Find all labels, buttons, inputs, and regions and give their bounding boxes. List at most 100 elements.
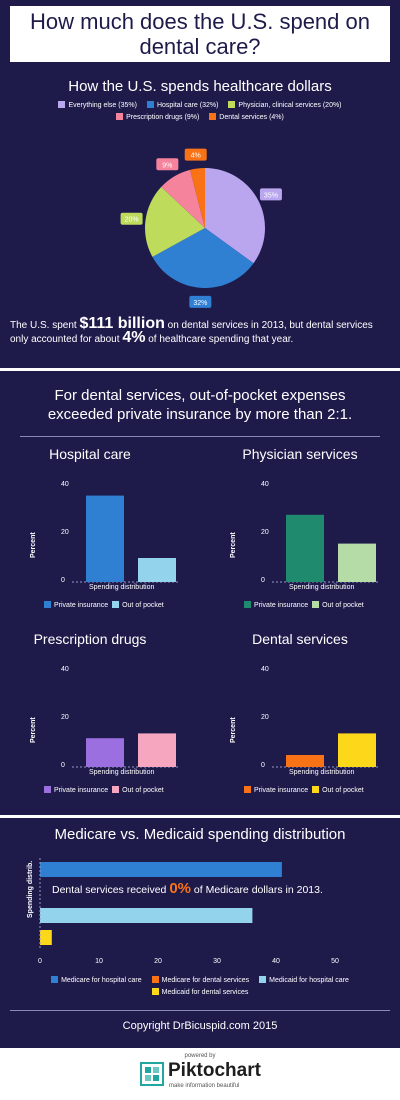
legend-item: Hospital care (32%) [146,100,218,112]
pie-data-label: 9% [156,158,179,171]
section-divider [0,815,400,818]
legend-swatch [58,101,66,108]
x-axis-label: Spending distribution [89,769,155,776]
paragraph-text: The U.S. spent [10,320,80,331]
paragraph-text: on dental services in 2013, but dental s… [10,320,373,345]
legend-swatch [151,976,159,983]
x-tick-label: 50 [331,958,339,965]
legend-item: Medicaid for dental services [151,987,249,999]
spending-amount: $111 billion [79,315,165,332]
legend-label: Private insurance [54,787,109,794]
legend-item: Out of pocket [112,601,164,609]
legend-swatch [44,601,51,608]
legend-item: Out of pocket [112,786,164,794]
x-tick-label: 30 [213,958,221,965]
x-tick-label: 10 [95,958,103,965]
y-tick-label: 0 [61,762,65,769]
y-tick-label: 40 [261,481,269,488]
legend-label: Out of pocket [322,787,364,794]
legend-item: Medicare for dental services [151,975,249,987]
svg-text:32%: 32% [193,300,207,307]
legend-label: Medicare for hospital care [61,977,142,984]
legend-swatch [228,101,236,108]
legend-swatch [112,786,120,793]
pie-data-label: 4% [184,148,207,161]
svg-text:20%: 20% [125,217,139,224]
y-axis-label: Percent [230,717,237,743]
bar [86,738,124,767]
powered-by: powered by [184,1053,216,1059]
y-tick-label: 40 [261,666,269,673]
legend-item: Out of pocket [312,786,364,794]
paragraph-text: of healthcare spending that year. [145,333,294,345]
note-text: of Medicare dollars in 2013. [191,884,323,896]
y-axis-label: Percent [30,532,37,558]
piktochart-logo-icon [140,1062,164,1086]
medicare-medicaid-legend: Medicare for hospital care Medicare for d… [20,975,380,999]
brand-name: Piktochart [168,1060,261,1081]
pie-slice [145,186,205,257]
note-value: 0% [169,880,191,897]
bar [138,733,176,767]
y-tick-label: 20 [61,714,69,721]
legend-swatch [244,786,251,793]
legend-swatch [259,976,267,983]
brand-tagline: make information beautiful [169,1083,240,1089]
legend-label: Everything else (35%) [68,102,137,109]
pie-legend: Everything else (35%) Hospital care (32%)… [20,100,380,124]
bar [286,755,324,767]
y-tick-label: 20 [61,529,69,536]
legend-label: Prescription drugs (9%) [126,114,200,121]
h-bar [40,930,52,945]
x-tick-label: 20 [154,958,162,965]
legend-swatch [116,113,124,120]
legend-item: Dental services (4%) [209,112,284,124]
legend-swatch [44,786,51,793]
y-tick-label: 0 [261,577,265,584]
legend-label: Physician, clinical services (20%) [238,102,342,109]
legend-label: Private insurance [254,602,309,609]
panel-title: Physician services [242,446,358,462]
y-axis-label: Percent [30,717,37,743]
pie-slice [161,169,205,228]
pie-data-label: 35% [259,188,282,201]
pie-slice [205,168,265,264]
legend-label: Medicaid for dental services [161,989,249,996]
legend-item: Private insurance [244,601,308,609]
pie-chart: 35% 32% 20% 9% 4% [120,148,282,308]
legend-swatch [51,976,59,983]
legend-swatch [244,601,251,608]
legend-label: Private insurance [54,602,109,609]
legend-label: Private insurance [254,787,309,794]
y-axis-label: Spending distrib. [27,861,34,918]
panel-title: Dental services [252,631,348,647]
legend-item: Private insurance [244,786,308,794]
y-tick-label: 0 [261,762,265,769]
legend-swatch [209,113,217,120]
section3-heading: Medicare vs. Medicaid spending distribut… [54,826,346,843]
legend-item: Private insurance [44,601,108,609]
pie-slice [152,228,254,288]
note-text: Dental services received [52,884,170,896]
bar-chart-svg [272,514,378,583]
legend-label: Dental services (4%) [219,114,284,121]
x-tick-label: 0 [38,958,42,965]
bar [338,733,376,767]
x-tick-label: 40 [272,958,280,965]
footer-rule [10,1010,390,1011]
bar [338,543,376,582]
bar [286,514,324,582]
page-title: How much does the U.S. spend on dental c… [30,9,370,59]
bar-chart-svg [72,733,178,768]
dental-spending-paragraph: The U.S. spent $111 billion on dental se… [10,315,390,346]
y-tick-label: 20 [261,529,269,536]
legend-item: Physician, clinical services (20%) [228,100,342,112]
h-bar [40,862,282,877]
y-axis-label: Percent [230,532,237,558]
y-tick-label: 40 [61,481,69,488]
legend-label: Out of pocket [322,602,364,609]
legend-swatch [146,101,154,108]
x-axis-label: Spending distribution [289,584,355,591]
legend-item: Out of pocket [312,601,364,609]
